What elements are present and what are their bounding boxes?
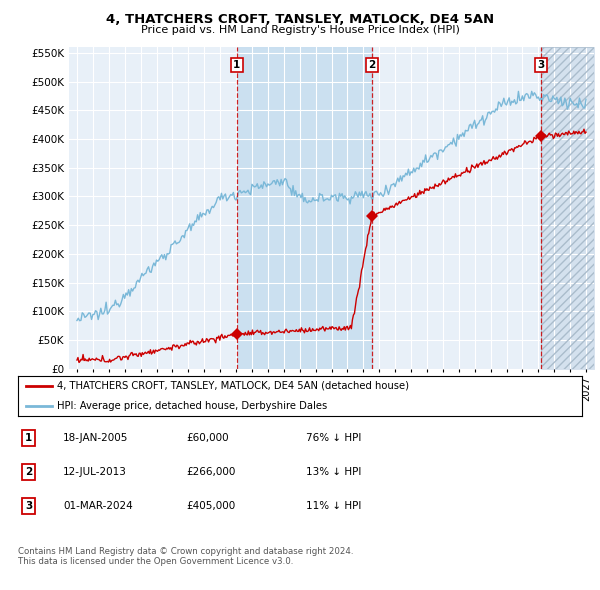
Text: HPI: Average price, detached house, Derbyshire Dales: HPI: Average price, detached house, Derb… bbox=[58, 401, 328, 411]
Text: £405,000: £405,000 bbox=[186, 501, 235, 510]
Text: 3: 3 bbox=[538, 60, 545, 70]
Text: 11% ↓ HPI: 11% ↓ HPI bbox=[306, 501, 361, 510]
Text: 2: 2 bbox=[25, 467, 32, 477]
Text: 1: 1 bbox=[25, 434, 32, 443]
Text: 18-JAN-2005: 18-JAN-2005 bbox=[63, 434, 128, 443]
Text: 76% ↓ HPI: 76% ↓ HPI bbox=[306, 434, 361, 443]
Text: £266,000: £266,000 bbox=[186, 467, 235, 477]
Text: Contains HM Land Registry data © Crown copyright and database right 2024.: Contains HM Land Registry data © Crown c… bbox=[18, 548, 353, 556]
Text: 3: 3 bbox=[25, 501, 32, 510]
Bar bbox=[237, 47, 372, 369]
Text: 01-MAR-2024: 01-MAR-2024 bbox=[63, 501, 133, 510]
Text: 4, THATCHERS CROFT, TANSLEY, MATLOCK, DE4 5AN (detached house): 4, THATCHERS CROFT, TANSLEY, MATLOCK, DE… bbox=[58, 381, 409, 391]
Text: 12-JUL-2013: 12-JUL-2013 bbox=[63, 467, 127, 477]
Text: 1: 1 bbox=[233, 60, 241, 70]
Text: This data is licensed under the Open Government Licence v3.0.: This data is licensed under the Open Gov… bbox=[18, 558, 293, 566]
Text: 13% ↓ HPI: 13% ↓ HPI bbox=[306, 467, 361, 477]
Text: 4, THATCHERS CROFT, TANSLEY, MATLOCK, DE4 5AN: 4, THATCHERS CROFT, TANSLEY, MATLOCK, DE… bbox=[106, 13, 494, 26]
Text: Price paid vs. HM Land Registry's House Price Index (HPI): Price paid vs. HM Land Registry's House … bbox=[140, 25, 460, 35]
Text: 2: 2 bbox=[368, 60, 376, 70]
Text: £60,000: £60,000 bbox=[186, 434, 229, 443]
